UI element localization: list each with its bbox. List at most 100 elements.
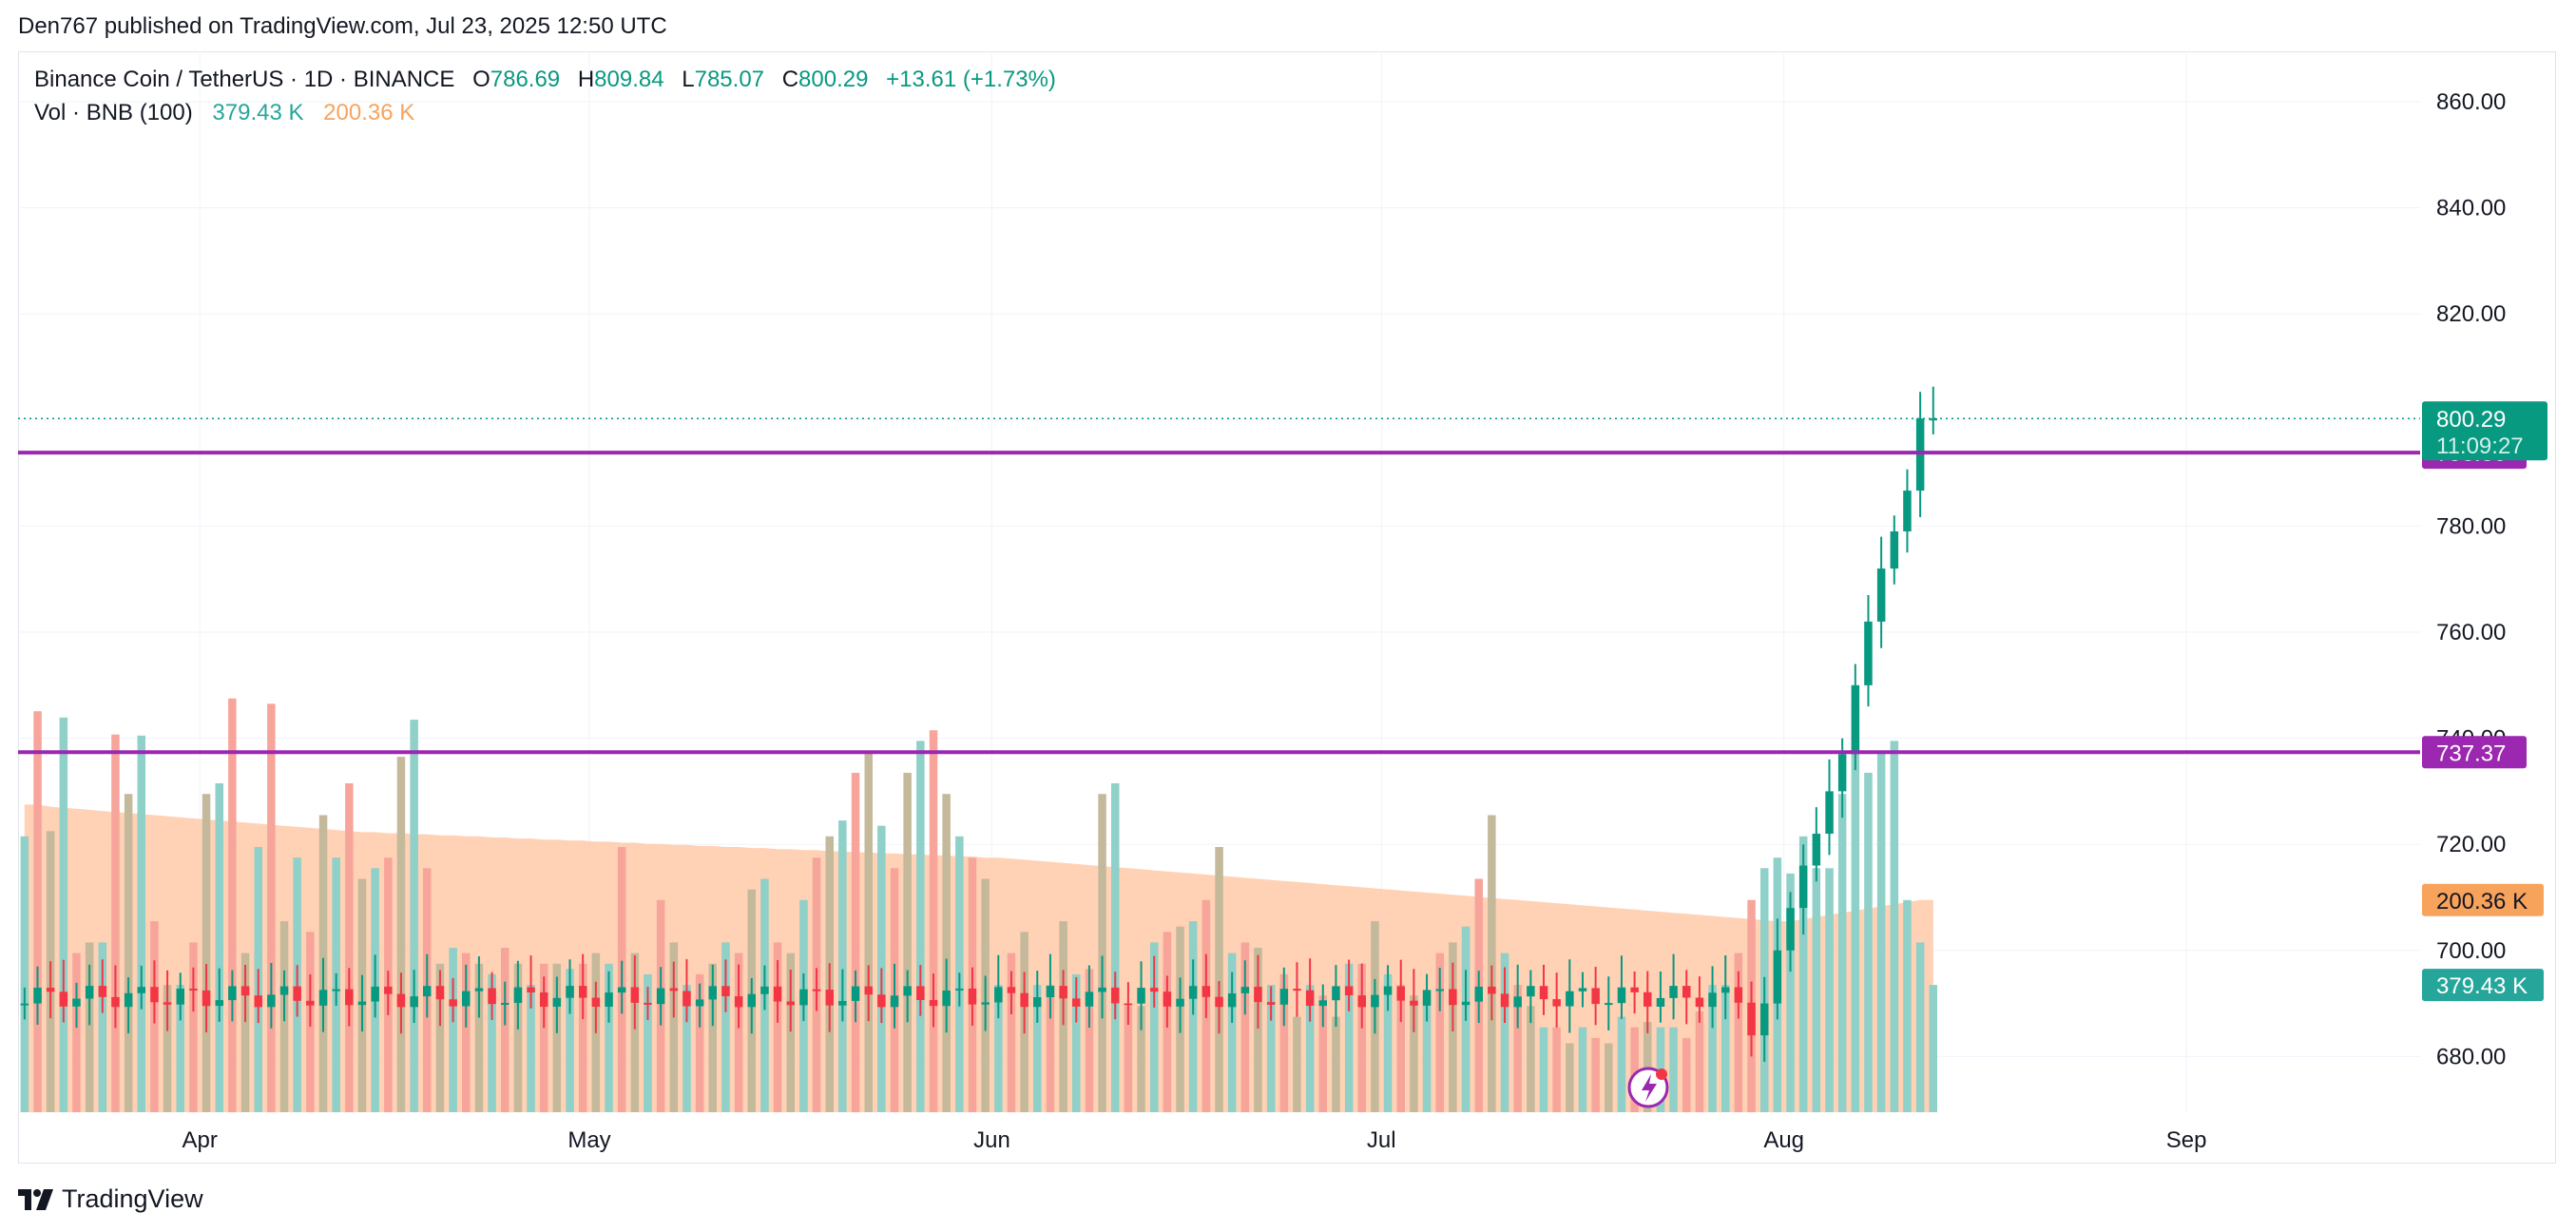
candle-body[interactable] <box>942 991 951 1007</box>
candle-body[interactable] <box>1682 986 1691 998</box>
candle-body[interactable] <box>1410 1000 1418 1006</box>
candle-body[interactable] <box>552 997 562 1007</box>
candle-body[interactable] <box>357 1001 367 1006</box>
candle-body[interactable] <box>1059 986 1067 999</box>
candle-body[interactable] <box>1046 986 1055 997</box>
candle-body[interactable] <box>150 987 159 1003</box>
candle-body[interactable] <box>1422 990 1432 1006</box>
candle-body[interactable] <box>46 988 55 992</box>
candle-body[interactable] <box>799 989 808 1006</box>
candle-body[interactable] <box>1798 865 1808 909</box>
candle-body[interactable] <box>1176 998 1184 1007</box>
candle-body[interactable] <box>1033 997 1042 1008</box>
candle-body[interactable] <box>786 1001 796 1006</box>
candle-body[interactable] <box>1085 991 1094 1007</box>
candle-body[interactable] <box>656 988 665 1005</box>
candle-body[interactable] <box>1371 994 1379 1008</box>
candle-body[interactable] <box>747 993 757 1008</box>
candle-body[interactable] <box>85 986 94 999</box>
candle-body[interactable] <box>1124 1003 1133 1006</box>
candle-body[interactable] <box>760 986 769 994</box>
candle-body[interactable] <box>111 996 120 1008</box>
candle-body[interactable] <box>215 1000 224 1007</box>
candle-body[interactable] <box>1435 989 1445 991</box>
candle-body[interactable] <box>1293 989 1301 991</box>
candle-body[interactable] <box>1605 1003 1613 1006</box>
candle-body[interactable] <box>293 986 301 1001</box>
candle-body[interactable] <box>240 986 250 996</box>
candle-body[interactable] <box>605 992 613 1007</box>
candle-body[interactable] <box>527 987 535 992</box>
candle-body[interactable] <box>1812 834 1821 866</box>
candle-body[interactable] <box>423 986 432 997</box>
candle-body[interactable] <box>33 988 42 1004</box>
candle-body[interactable] <box>540 992 548 1007</box>
candle-body[interactable] <box>410 996 418 1008</box>
candle-body[interactable] <box>955 988 964 991</box>
legend-symbol[interactable]: Binance Coin / TetherUS · 1D · BINANCE <box>34 67 455 92</box>
candle-body[interactable] <box>734 996 743 1008</box>
candle-body[interactable] <box>20 1003 29 1006</box>
candle-body[interactable] <box>189 989 198 991</box>
candle-body[interactable] <box>1864 621 1873 685</box>
candle-body[interactable] <box>1098 987 1106 992</box>
candle-body[interactable] <box>98 986 107 997</box>
candle-body[interactable] <box>1825 791 1834 834</box>
candle-body[interactable] <box>371 986 379 1002</box>
candle-body[interactable] <box>1656 997 1665 1007</box>
candle-body[interactable] <box>929 1000 938 1007</box>
candle-body[interactable] <box>1786 908 1795 951</box>
candle-body[interactable] <box>228 986 237 1001</box>
candle-body[interactable] <box>202 990 211 1007</box>
candle-body[interactable] <box>1344 986 1354 995</box>
candle-body[interactable] <box>1137 988 1145 1004</box>
candle-body[interactable] <box>981 1002 990 1005</box>
candle-body[interactable] <box>903 986 912 996</box>
candle-body[interactable] <box>384 986 393 994</box>
candle-body[interactable] <box>124 992 133 1008</box>
candle-body[interactable] <box>1903 491 1912 531</box>
candle-body[interactable] <box>1488 986 1496 994</box>
candle-body[interactable] <box>812 989 821 991</box>
candle-body[interactable] <box>254 995 263 1008</box>
candle-body[interactable] <box>1188 986 1198 999</box>
candle-body[interactable] <box>1305 990 1315 1006</box>
candle-body[interactable] <box>1111 987 1120 1004</box>
candle-body[interactable] <box>1240 987 1250 993</box>
candle-body[interactable] <box>1020 992 1028 1008</box>
candle-body[interactable] <box>1254 987 1262 1003</box>
candle-body[interactable] <box>916 986 925 1000</box>
candle-body[interactable] <box>579 986 587 998</box>
candle-body[interactable] <box>1591 988 1600 1005</box>
candle-body[interactable] <box>1669 986 1678 998</box>
candle-body[interactable] <box>851 986 860 1001</box>
candle-body[interactable] <box>1929 418 1938 421</box>
candle-body[interactable] <box>1760 1003 1769 1036</box>
candle-body[interactable] <box>1461 1001 1471 1006</box>
candle-body[interactable] <box>72 998 81 1007</box>
footer-brand[interactable]: TradingView <box>18 1184 203 1214</box>
candle-body[interactable] <box>1150 988 1159 992</box>
candle-body[interactable] <box>1500 993 1509 1008</box>
candle-body[interactable] <box>1357 995 1367 1008</box>
candle-body[interactable] <box>994 987 1003 1003</box>
candle-body[interactable] <box>488 988 496 1005</box>
candle-body[interactable] <box>318 990 328 1006</box>
candle-body[interactable] <box>462 991 471 1007</box>
candle-body[interactable] <box>474 988 484 991</box>
candle-body[interactable] <box>630 987 640 1003</box>
candle-body[interactable] <box>1513 996 1522 1008</box>
candle-body[interactable] <box>1474 986 1484 1002</box>
candle-body[interactable] <box>825 990 835 1006</box>
candle-body[interactable] <box>1396 986 1406 1001</box>
candle-body[interactable] <box>1201 986 1211 997</box>
candle-body[interactable] <box>682 991 691 1007</box>
candle-body[interactable] <box>501 1003 509 1005</box>
candle-body[interactable] <box>1837 754 1847 792</box>
candle-body[interactable] <box>332 989 340 991</box>
candle-body[interactable] <box>176 989 185 1005</box>
candle-body[interactable] <box>968 988 977 1005</box>
candle-body[interactable] <box>1566 991 1574 1007</box>
candle-body[interactable] <box>773 986 782 1002</box>
candle-body[interactable] <box>1747 1002 1756 1036</box>
